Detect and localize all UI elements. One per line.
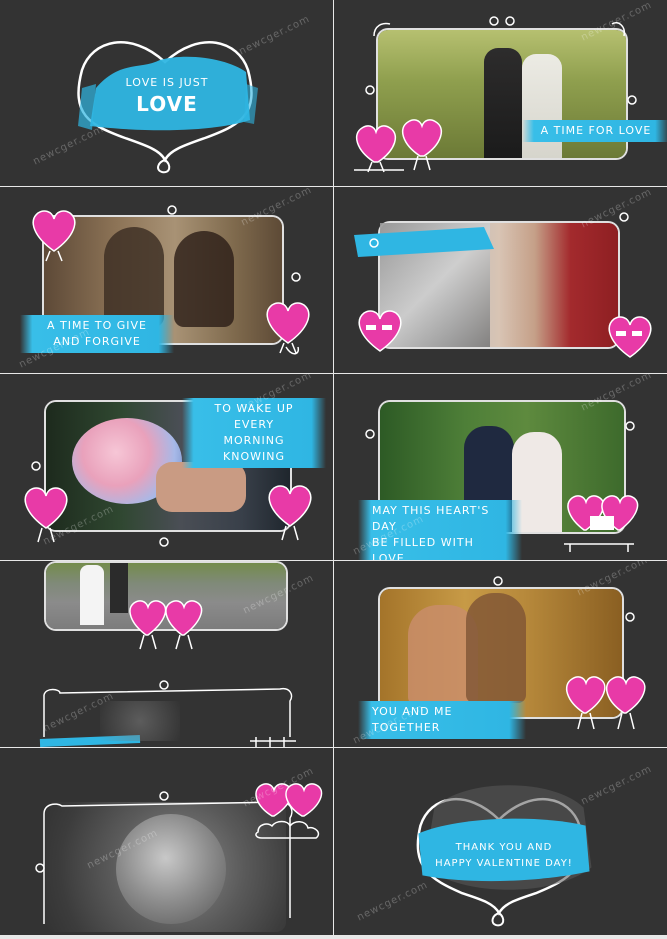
caption-banner: TO WAKE UP EVERY MORNING KNOWING — [182, 398, 326, 468]
panel-thank-you: THANK YOU AND HAPPY VALENTINE DAY! newcg… — [334, 748, 667, 935]
photo-wedding-hands — [380, 223, 618, 347]
heart-character-icon — [32, 210, 76, 262]
smoke-texture — [100, 701, 180, 741]
closing-title-line-1: THANK YOU AND — [455, 842, 553, 853]
two-hearts-reading-icon — [567, 495, 639, 531]
caption-line-1: TO WAKE UP EVERY — [214, 402, 294, 431]
caption-banner: YOU AND ME TOGETHER — [358, 701, 526, 739]
watermark: newcger.com — [579, 187, 654, 231]
panel-hands-henna: newcger.com — [334, 187, 667, 373]
photo-flowers-hands — [46, 402, 290, 530]
caption-line-1: MAY THIS HEART'S DAY — [372, 504, 490, 533]
photo-bw-couple — [46, 802, 286, 932]
panel-love-is-just-love: LOVE IS JUST LOVE newcger.com newcger.co… — [0, 0, 333, 186]
closing-title: THANK YOU AND HAPPY VALENTINE DAY! — [434, 840, 574, 872]
title-big: LOVE — [136, 92, 198, 116]
panel-bw-couple: newcger.com newcger.com — [0, 748, 333, 935]
caption-line-2: BE FILLED WITH LOVE — [372, 536, 474, 560]
photo-hands — [156, 462, 246, 512]
panel-to-wake-up: TO WAKE UP EVERY MORNING KNOWING newcger… — [0, 374, 333, 560]
caption-banner: MAY THIS HEART'S DAY BE FILLED WITH LOVE — [358, 500, 522, 560]
two-hearts-characters — [129, 600, 203, 650]
photo-couple-road — [46, 563, 286, 629]
caption-banner: A TIME FOR LOVE — [522, 120, 667, 142]
two-hearts-characters — [565, 676, 646, 730]
photo-figure-man — [104, 227, 164, 327]
watermark: newcger.com — [355, 879, 430, 924]
title-small: LOVE IS JUST — [125, 76, 209, 89]
watermark: newcger.com — [237, 13, 312, 58]
photo-figure-groom — [484, 48, 522, 158]
photo-figure-bride — [522, 54, 562, 158]
heart-character-guitar-icon — [24, 487, 68, 543]
caption-line-2: AND FORGIVE — [53, 335, 141, 348]
panel-may-this-hearts-day: MAY THIS HEART'S DAY BE FILLED WITH LOVE… — [334, 374, 667, 560]
closing-title-line-2: HAPPY VALENTINE DAY! — [435, 858, 573, 869]
heart-character-icon — [268, 485, 312, 541]
panel-a-time-for-love: A TIME FOR LOVE newcger.com — [334, 0, 667, 186]
caption-line-1: A TIME TO GIVE — [46, 319, 148, 332]
two-hearts-on-cloud-icon — [255, 783, 323, 839]
heart-character-sunglasses-icon — [608, 316, 652, 358]
photo-figure-groom — [110, 563, 128, 613]
photo-faces — [116, 814, 226, 924]
photo-couple-bike — [380, 589, 622, 717]
caption-line-2: MORNING KNOWING — [223, 434, 285, 463]
caption-banner: A TIME TO GIVE AND FORGIVE — [20, 315, 174, 353]
panel-you-and-me-together: YOU AND ME TOGETHER newcger.com newcger.… — [334, 561, 667, 747]
photo-figure-bride — [80, 565, 104, 625]
panel-road-walk: newcger.com newcger.com — [0, 561, 333, 747]
watermark: newcger.com — [31, 123, 106, 168]
watermark: newcger.com — [579, 763, 654, 808]
photo-figure-woman — [174, 231, 234, 327]
heart-character-icon — [266, 302, 310, 354]
two-hearts-characters — [355, 119, 443, 173]
panel-a-time-to-give: A TIME TO GIVE AND FORGIVE newcger.com n… — [0, 187, 333, 373]
photo-figure-man — [466, 593, 526, 703]
heart-character-sunglasses-icon — [358, 310, 402, 352]
